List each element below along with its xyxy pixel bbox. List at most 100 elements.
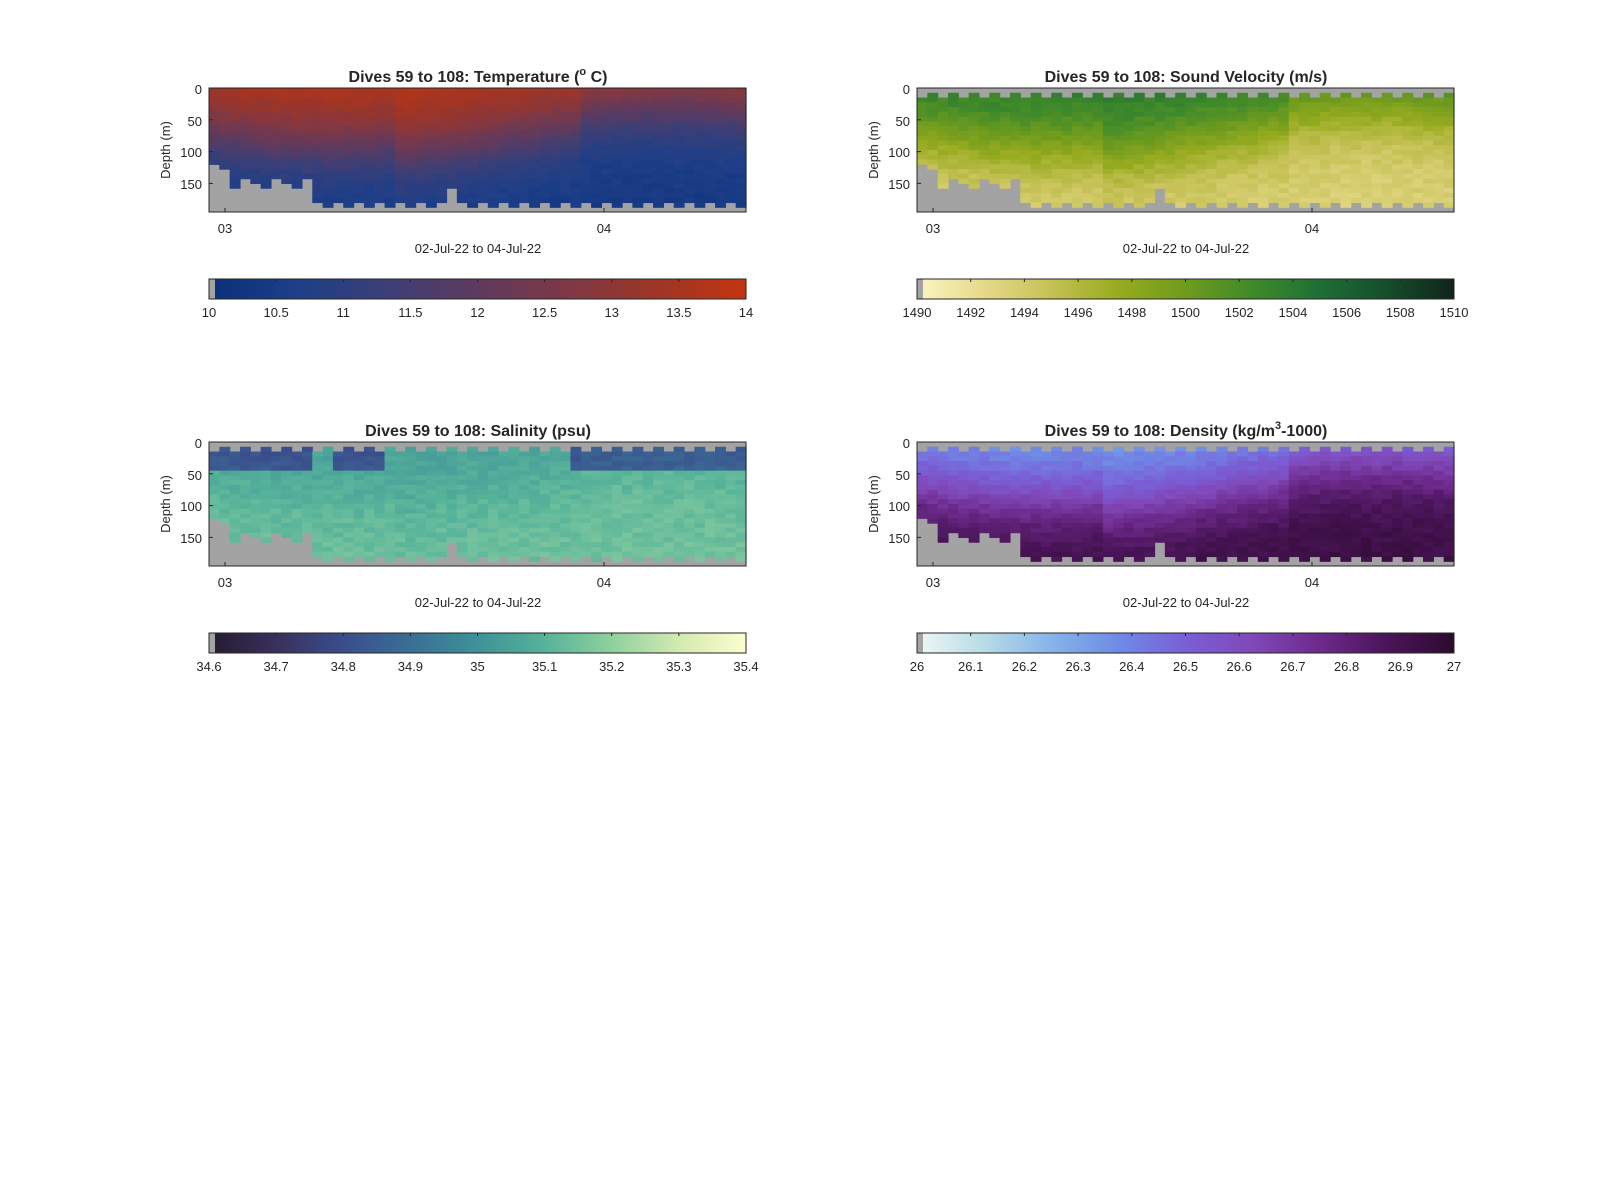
- heatmap-cell: [1061, 513, 1073, 519]
- heatmap-cell: [1206, 542, 1218, 548]
- heatmap-cell: [1412, 126, 1424, 132]
- heatmap-cell: [1154, 164, 1166, 170]
- heatmap-cell: [436, 121, 448, 127]
- heatmap-cell: [1278, 489, 1290, 496]
- heatmap-cell: [632, 154, 644, 161]
- heatmap-cell: [1144, 126, 1156, 132]
- heatmap-cell: [1412, 135, 1424, 142]
- heatmap-cell: [570, 173, 582, 180]
- heatmap-cell: [1082, 126, 1094, 132]
- heatmap-cell: [1340, 102, 1352, 108]
- heatmap-cell: [999, 499, 1011, 505]
- heatmap-cell: [1257, 523, 1269, 529]
- heatmap-cell: [1309, 192, 1321, 199]
- heatmap-cell: [332, 508, 344, 515]
- heatmap-cell: [1402, 121, 1414, 127]
- heatmap-cell: [694, 551, 706, 558]
- heatmap-cell: [1216, 508, 1228, 515]
- heatmap-cell: [1381, 169, 1393, 175]
- heatmap-cell: [425, 542, 437, 548]
- heatmap-cell: [1164, 484, 1176, 491]
- heatmap-cell: [1020, 537, 1032, 543]
- heatmap-cell: [270, 159, 282, 165]
- heatmap-cell: [958, 121, 970, 127]
- heatmap-cell: [405, 499, 417, 505]
- heatmap-cell: [518, 499, 530, 505]
- heatmap-cell: [363, 470, 375, 476]
- heatmap-cell: [927, 121, 939, 127]
- heatmap-cell: [591, 107, 603, 113]
- heatmap-cell: [735, 183, 747, 189]
- heatmap-cell: [704, 494, 716, 500]
- heatmap-cell: [1206, 546, 1218, 553]
- heatmap-cell: [1071, 499, 1083, 505]
- heatmap-cell: [978, 159, 990, 165]
- heatmap-cell: [725, 508, 737, 515]
- heatmap-cell: [1412, 465, 1424, 472]
- heatmap-cell: [1082, 188, 1094, 194]
- heatmap-cell: [937, 116, 949, 122]
- heatmap-cell: [281, 504, 293, 510]
- heatmap-cell: [1185, 451, 1197, 457]
- heatmap-cell: [384, 135, 396, 142]
- heatmap-cell: [209, 97, 220, 103]
- heatmap-cell: [1361, 523, 1372, 529]
- heatmap-cell: [498, 527, 510, 534]
- heatmap-cell: [312, 527, 324, 534]
- heatmap-cell: [1371, 523, 1383, 529]
- heatmap-cell: [560, 518, 572, 524]
- heatmap-cell: [498, 480, 510, 486]
- heatmap-cell: [467, 480, 479, 486]
- heatmap-cell: [1185, 159, 1197, 165]
- heatmap-cell: [1123, 116, 1135, 122]
- heatmap-cell: [673, 107, 685, 113]
- heatmap-cell: [332, 107, 344, 113]
- heatmap-cell: [353, 461, 365, 467]
- heatmap-cell: [1247, 461, 1259, 467]
- heatmap-cell: [456, 121, 468, 127]
- heatmap-cell: [1299, 140, 1311, 146]
- heatmap-cell: [1371, 140, 1383, 146]
- heatmap-cell: [1381, 164, 1393, 170]
- heatmap-cell: [1278, 150, 1290, 156]
- heatmap-cell: [1040, 178, 1052, 184]
- heatmap-cell: [1102, 504, 1114, 510]
- heatmap-cell: [917, 470, 928, 476]
- heatmap-cell: [436, 494, 448, 500]
- heatmap-cell: [1288, 97, 1300, 103]
- heatmap-cell: [580, 97, 592, 103]
- heatmap-cell: [425, 513, 437, 519]
- heatmap-cell: [968, 178, 980, 184]
- heatmap-cell: [281, 102, 293, 108]
- heatmap-cell: [1350, 475, 1362, 481]
- heatmap-cell: [487, 130, 499, 137]
- heatmap-cell: [1051, 542, 1063, 548]
- heatmap-cell: [312, 164, 324, 170]
- heatmap-cell: [1350, 537, 1362, 543]
- heatmap-cell: [1175, 446, 1187, 453]
- heatmap-cell: [1247, 513, 1259, 519]
- heatmap-cell: [1237, 470, 1249, 476]
- heatmap-cell: [1340, 446, 1352, 453]
- heatmap-cell: [601, 532, 613, 538]
- heatmap-cell: [1278, 159, 1290, 165]
- heatmap-cell: [1443, 546, 1455, 553]
- heatmap-cell: [1433, 518, 1445, 524]
- heatmap-cell: [735, 135, 747, 142]
- heatmap-cell: [1392, 484, 1403, 491]
- heatmap-cell: [1268, 542, 1280, 548]
- heatmap-cell: [1392, 494, 1403, 500]
- heatmap-cell: [1278, 183, 1290, 189]
- heatmap-cell: [508, 461, 520, 467]
- heatmap-cell: [456, 461, 468, 467]
- heatmap-cell: [239, 140, 251, 146]
- heatmap-cell: [622, 546, 634, 553]
- heatmap-cell: [642, 154, 654, 161]
- heatmap-cell: [1009, 140, 1021, 146]
- heatmap-cell: [1195, 159, 1207, 165]
- heatmap-cell: [353, 484, 365, 491]
- heatmap-cell: [1206, 164, 1218, 170]
- heatmap-cell: [1154, 140, 1166, 146]
- heatmap-cell: [989, 446, 1001, 453]
- heatmap-cell: [446, 150, 458, 156]
